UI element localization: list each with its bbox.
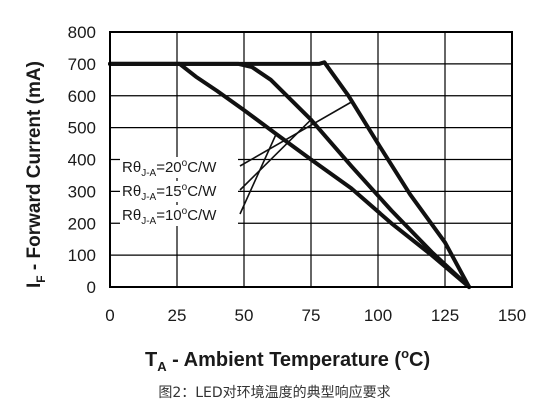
x-tick-labels: 0 25 50 75 100 125 150 [105,306,526,325]
y-tick-labels: 0 100 200 300 400 500 600 700 800 [68,23,96,297]
figure-caption: 图2：LED对环境温度的典型响应要求 [158,385,391,401]
legend-label-bg [120,157,238,178]
legend-entry-post: =10 [156,207,181,224]
series-line [108,61,472,289]
legend-pointer [239,119,312,191]
y-axis-title-main: I [24,283,45,288]
x-tick-label: 75 [302,306,321,325]
legend-pointer [239,133,277,215]
y-tick-label: 100 [68,246,96,265]
legend-entry-sub: J-A [141,216,156,227]
legend-entry-post: =20 [156,159,181,176]
x-axis-title-main: T [145,349,157,371]
legend-label-bg [120,205,238,226]
series-lines [108,60,472,289]
y-tick-label: 200 [68,214,96,233]
series-line [108,61,472,289]
y-tick-label: 500 [68,119,96,138]
legend-entry: RθJ-A=20oC/W [122,158,217,179]
x-tick-label: 0 [105,306,114,325]
legend-label-bg [120,181,238,202]
legend-entry-unit: C/W [187,183,217,200]
x-axis-title-rest: - Ambient Temperature ( [167,349,402,371]
y-axis-title-sub: F [34,275,48,282]
y-axis-title: IF - Forward Current (mA) [24,61,48,288]
y-tick-label: 300 [68,182,96,201]
x-axis-title-unit: C) [409,349,430,371]
series-line [108,60,472,289]
legend-entry-pre: Rθ [122,183,141,200]
x-axis-title: TA - Ambient Temperature (oC) [145,346,430,374]
legend-entry-pre: Rθ [122,159,141,176]
legend-entry-sup: o [182,158,188,169]
x-axis-title-sub: A [157,359,167,374]
legend-entry-post: =15 [156,183,181,200]
x-tick-label: 50 [235,306,254,325]
legend-entry: RθJ-A=10oC/W [122,206,217,227]
legend-entry: RθJ-A=15oC/W [122,182,217,203]
legend-pointer-lines [239,101,352,215]
x-tick-label: 100 [364,306,392,325]
y-tick-label: 400 [68,151,96,170]
legend-entry-sub: J-A [141,168,156,179]
y-tick-label: 800 [68,23,96,42]
legend-entry-sup: o [182,182,188,193]
plot-frame [109,31,513,288]
y-tick-label: 600 [68,87,96,106]
y-tick-label: 0 [87,278,96,297]
x-tick-label: 125 [431,306,459,325]
x-tick-label: 150 [498,306,526,325]
y-axis-title-rest: - Forward Current (mA) [24,61,45,275]
legend-entry-sup: o [182,206,188,217]
x-axis-title-sup: o [401,346,409,361]
y-tick-label: 700 [68,55,96,74]
legend-entry-unit: C/W [187,207,217,224]
legend-entry-sub: J-A [141,192,156,203]
legend-entry-unit: C/W [187,159,217,176]
legend-entry-pre: Rθ [122,207,141,224]
x-tick-label: 25 [168,306,187,325]
